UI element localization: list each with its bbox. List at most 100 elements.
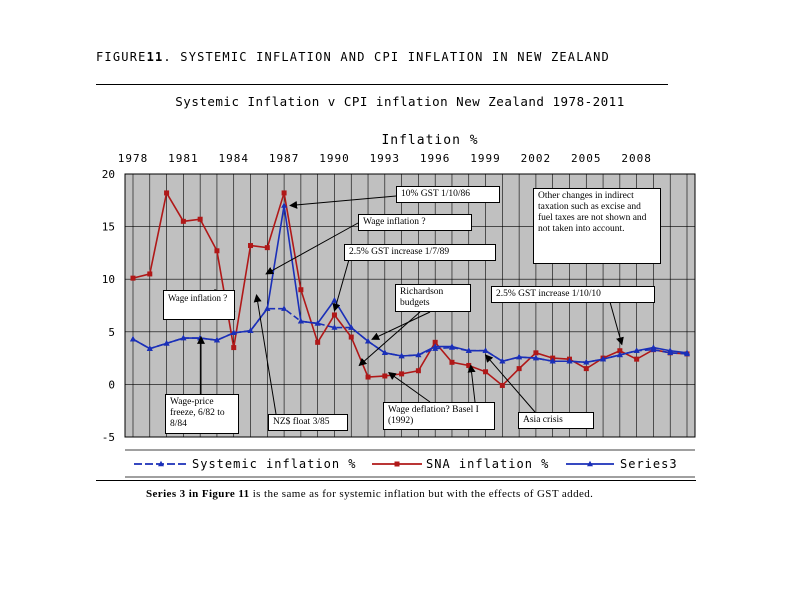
data-point: [634, 356, 640, 362]
data-point: [482, 347, 489, 353]
data-point: [130, 335, 136, 342]
data-point: [465, 347, 472, 353]
data-point: [331, 297, 338, 303]
annotation-arrow: [371, 311, 431, 340]
legend-item: Series3: [566, 457, 678, 471]
data-point: [587, 460, 593, 467]
data-point: [532, 354, 539, 361]
x-tick-label: 1984: [218, 152, 249, 165]
data-point: [314, 320, 321, 326]
data-point: [146, 345, 153, 351]
caption-text: is the same as for systemic inflation bu…: [249, 488, 594, 500]
y-tick-label: -5: [102, 431, 115, 444]
x-tick-label: 1993: [370, 152, 401, 165]
data-point: [158, 460, 164, 467]
annotation-nz-float: NZ$ float 3/85: [268, 414, 348, 431]
data-point: [516, 353, 523, 360]
data-point: [499, 358, 506, 364]
annotation-arrow: [253, 293, 277, 415]
annotation-wage-price-freeze: Wage-price freeze, 6/82 to 8/84: [165, 394, 239, 434]
top-rule: [96, 84, 668, 85]
data-point: [315, 339, 321, 345]
y-tick-label: 5: [108, 326, 115, 339]
data-point: [331, 324, 338, 330]
data-point: [247, 327, 254, 333]
legend-item: SNA inflation %: [372, 457, 549, 471]
figure-caption: Series 3 in Figure 11 is the same as for…: [146, 488, 593, 500]
data-point: [164, 190, 170, 196]
series-line: [132, 205, 688, 364]
data-point: [549, 358, 556, 364]
y-tick-label: 15: [102, 221, 115, 234]
x-tick-label: 1978: [118, 152, 149, 165]
data-point: [399, 371, 405, 377]
data-point: [499, 382, 505, 388]
data-point: [180, 218, 186, 224]
data-point: [248, 243, 254, 249]
data-point: [398, 352, 405, 359]
figure-prefix: FIGURE: [96, 50, 147, 64]
y-tick-labels: -5 0 5 10 15 20: [102, 168, 115, 444]
data-point: [348, 324, 355, 330]
data-point: [617, 348, 623, 354]
annotation-wage-inflation: Wage inflation ?: [358, 214, 472, 231]
data-point: [365, 338, 372, 344]
y-tick-label: 20: [102, 168, 115, 181]
data-point: [684, 349, 690, 356]
annotation-arrow: [265, 222, 359, 275]
grid-lines: [125, 173, 695, 438]
annotation-wage-inflation-early: Wage inflation ?: [163, 290, 235, 320]
figure-title-text: . SYSTEMIC INFLATION AND CPI INFLATION I…: [163, 50, 610, 64]
legend-label: Series3: [620, 457, 678, 471]
annotation-gst-1986: 10% GST 1/10/86: [396, 186, 500, 203]
data-point: [214, 248, 220, 254]
data-point: [365, 374, 371, 380]
data-point: [583, 366, 589, 372]
annotation-arrow: [484, 354, 536, 413]
data-point: [566, 358, 573, 364]
data-point: [449, 359, 455, 365]
annotation-arrows: [197, 195, 624, 415]
data-point: [281, 190, 287, 196]
data-point: [382, 373, 388, 379]
annotation-arrow: [388, 372, 431, 403]
data-point: [415, 351, 422, 358]
caption-number: 11: [238, 488, 250, 500]
caption-lead: Series 3 in Figure: [146, 488, 239, 500]
annotation-arrow: [289, 195, 397, 209]
bottom-rule: [96, 480, 696, 481]
data-point: [331, 312, 337, 318]
series-layer: [130, 190, 690, 388]
legend-item: Systemic inflation %: [134, 457, 356, 471]
data-point: [381, 349, 388, 356]
annotation-arrow: [609, 301, 624, 346]
chart-title: Systemic Inflation v CPI inflation New Z…: [175, 94, 625, 109]
data-point: [298, 287, 304, 293]
x-tick-label: 1999: [470, 152, 501, 165]
x-tick-label: 2002: [521, 152, 552, 165]
x-axis-label: Inflation %: [381, 133, 478, 148]
data-point: [533, 350, 539, 356]
data-point: [281, 202, 288, 208]
data-point: [231, 345, 237, 351]
figure-title: FIGURE11. SYSTEMIC INFLATION AND CPI INF…: [96, 50, 610, 64]
data-point: [297, 318, 304, 324]
data-point: [448, 343, 455, 349]
data-point: [432, 343, 439, 349]
annotation-wage-deflation: Wage deflation? Basel I (1992): [383, 402, 495, 430]
data-point: [147, 271, 153, 277]
annotation-other-changes: Other changes in indirect taxation such …: [533, 188, 661, 264]
data-point: [616, 351, 623, 358]
x-tick-label: 1990: [319, 152, 350, 165]
data-point: [600, 355, 607, 362]
data-point: [197, 216, 203, 222]
data-point: [633, 347, 640, 353]
data-point: [213, 337, 220, 343]
annotation-arrow: [332, 255, 351, 312]
x-tick-label: 1996: [420, 152, 451, 165]
data-point: [583, 359, 590, 365]
annotation-richardson: Richardson budgets: [395, 284, 471, 312]
legend-label: SNA inflation %: [426, 457, 549, 471]
x-tick-label: 1987: [269, 152, 300, 165]
x-tick-label: 2005: [571, 152, 602, 165]
